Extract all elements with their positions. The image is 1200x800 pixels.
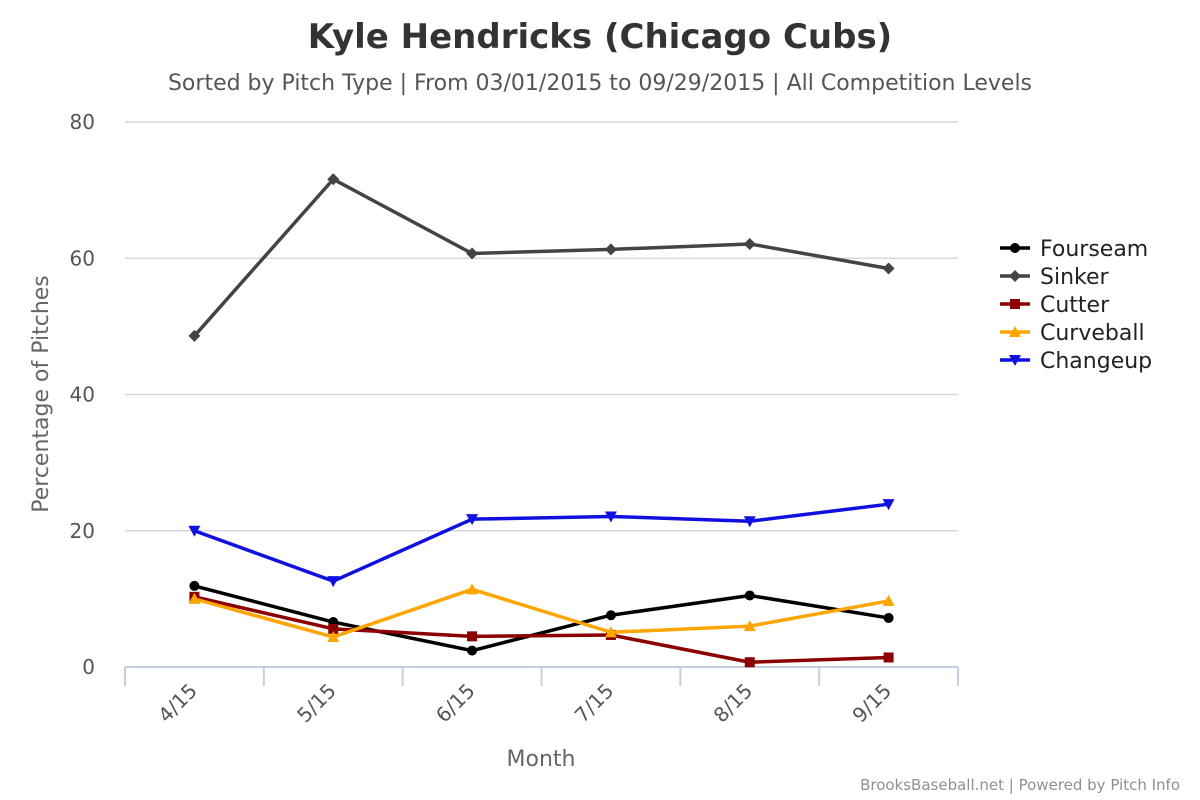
- data-point: [327, 631, 340, 643]
- data-point: [1009, 355, 1021, 366]
- x-axis-title: Month: [507, 747, 576, 772]
- credit-text: BrooksBaseball.net | Powered by Pitch In…: [860, 776, 1180, 794]
- data-point: [1009, 326, 1021, 337]
- data-point: [466, 583, 479, 595]
- data-point: [743, 237, 756, 250]
- data-point: [1010, 299, 1020, 309]
- x-axis: [124, 666, 959, 686]
- data-point: [466, 247, 479, 260]
- data-point: [327, 173, 340, 186]
- legend-item-sinker[interactable]: Sinker: [1000, 265, 1110, 290]
- legend-item-cutter[interactable]: Cutter: [1000, 293, 1110, 318]
- data-point: [467, 645, 478, 656]
- series-line: [193, 502, 889, 583]
- data-point: [882, 499, 895, 511]
- y-tick-label: 80: [70, 110, 95, 134]
- x-tick-label: 4/15: [153, 679, 202, 728]
- y-tick-label: 60: [70, 246, 95, 270]
- series-line: [194, 595, 889, 664]
- x-tick-label: 5/15: [292, 679, 341, 728]
- data-point: [467, 631, 478, 642]
- data-point: [744, 657, 755, 668]
- data-point: [1009, 270, 1021, 282]
- data-point: [1010, 243, 1020, 253]
- data-point: [882, 262, 895, 275]
- data-point: [188, 592, 201, 604]
- data-point: [604, 511, 617, 523]
- series-curveball: [188, 583, 895, 643]
- y-tick-label: 0: [82, 655, 95, 679]
- x-tick-label: 9/15: [847, 679, 896, 728]
- data-point: [604, 626, 617, 638]
- chart-subtitle: Sorted by Pitch Type | From 03/01/2015 t…: [168, 71, 1032, 96]
- series-changeup: [188, 499, 895, 588]
- series-line: [193, 587, 889, 639]
- legend-label: Sinker: [1040, 265, 1110, 290]
- data-point: [883, 612, 894, 623]
- data-point: [328, 623, 339, 634]
- legend-label: Cutter: [1040, 293, 1110, 318]
- data-point: [189, 580, 200, 591]
- data-point: [327, 576, 340, 588]
- x-tick-label: 6/15: [431, 679, 480, 728]
- series-line: [193, 584, 889, 653]
- data-point: [743, 516, 756, 528]
- data-point: [882, 594, 895, 606]
- x-tick-label: 7/15: [570, 679, 619, 728]
- data-point: [744, 590, 755, 601]
- data-point: [188, 329, 201, 342]
- y-axis-ticks: 0 20 40 60 80: [70, 110, 95, 679]
- legend-label: Curveball: [1040, 321, 1145, 346]
- data-point: [605, 610, 616, 621]
- gridlines: [125, 121, 958, 532]
- y-tick-label: 20: [70, 519, 95, 543]
- legend-item-curveball[interactable]: Curveball: [1000, 321, 1145, 346]
- y-tick-label: 40: [70, 383, 95, 407]
- chart-title: Kyle Hendricks (Chicago Cubs): [308, 17, 892, 57]
- series-lines: [188, 173, 895, 668]
- legend-label: Fourseam: [1040, 237, 1148, 262]
- data-point: [188, 525, 201, 537]
- legend: Fourseam Sinker Cutter Curveball Changeup: [1000, 237, 1152, 374]
- series-sinker: [188, 173, 895, 342]
- series-line: [193, 177, 889, 338]
- legend-item-changeup[interactable]: Changeup: [1000, 349, 1152, 374]
- data-point: [883, 652, 894, 663]
- y-axis-title: Percentage of Pitches: [29, 275, 54, 513]
- data-point: [743, 620, 756, 632]
- x-tick-label: 8/15: [709, 679, 758, 728]
- data-point: [604, 243, 617, 256]
- legend-label: Changeup: [1040, 349, 1152, 374]
- legend-item-fourseam[interactable]: Fourseam: [1000, 237, 1148, 262]
- series-fourseam: [189, 580, 894, 656]
- data-point: [466, 514, 479, 526]
